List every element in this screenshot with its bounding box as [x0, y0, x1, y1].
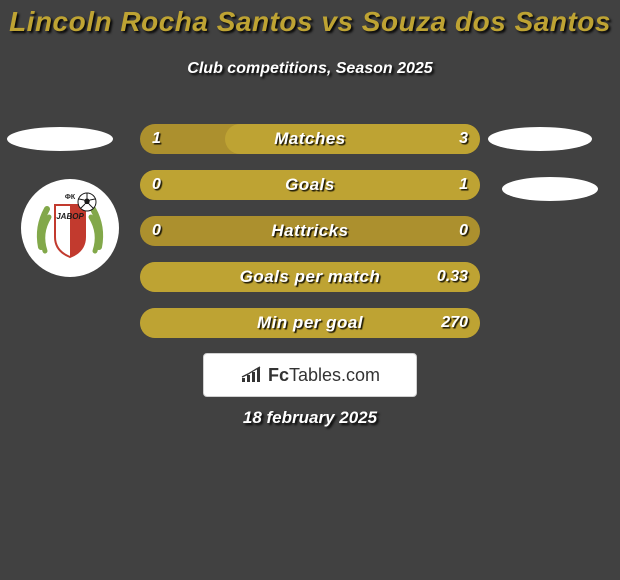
- stat-bar-value-right: 1: [459, 170, 468, 200]
- club-shield-icon: ФК JABOP: [33, 187, 107, 269]
- stat-bar-value-right: 0.33: [437, 262, 468, 292]
- stat-bar-label: Goals: [140, 170, 480, 200]
- stat-bar: Min per goal270: [140, 308, 480, 338]
- svg-text:ФК: ФК: [65, 194, 76, 201]
- stat-bar: Goals0 1: [140, 170, 480, 200]
- page-title: Lincoln Rocha Santos vs Souza dos Santos: [0, 6, 620, 38]
- player-placeholder-left: [7, 127, 113, 151]
- comparison-canvas: Lincoln Rocha Santos vs Souza dos Santos…: [0, 0, 620, 580]
- stat-bar-value-right: 0: [459, 216, 468, 246]
- bar-chart-icon: [240, 366, 262, 384]
- stat-bar-label: Hattricks: [140, 216, 480, 246]
- stat-bar: Matches1 3: [140, 124, 480, 154]
- brand-text: FcTables.com: [268, 365, 380, 386]
- stat-bar-label: Min per goal: [140, 308, 480, 338]
- stat-bar-value-left: 0: [152, 170, 161, 200]
- stat-bar-value-left: 0: [152, 216, 161, 246]
- stat-bar: Goals per match0.33: [140, 262, 480, 292]
- stat-bar-value-left: 1: [152, 124, 161, 154]
- stat-bar: Hattricks0 0: [140, 216, 480, 246]
- stat-bar-label: Matches: [140, 124, 480, 154]
- stat-bar-label: Goals per match: [140, 262, 480, 292]
- stat-bar-value-right: 270: [441, 308, 468, 338]
- player-placeholder-right-2: [502, 177, 598, 201]
- generation-date: 18 february 2025: [0, 408, 620, 428]
- club-badge: ФК JABOP: [21, 179, 119, 277]
- brand-suffix: Tables.com: [289, 365, 380, 385]
- brand-card: FcTables.com: [203, 353, 417, 397]
- stat-bar-value-right: 3: [459, 124, 468, 154]
- svg-text:JABOP: JABOP: [56, 212, 84, 221]
- page-subtitle: Club competitions, Season 2025: [0, 60, 620, 78]
- brand-prefix: Fc: [268, 365, 289, 385]
- player-placeholder-right-1: [488, 127, 592, 151]
